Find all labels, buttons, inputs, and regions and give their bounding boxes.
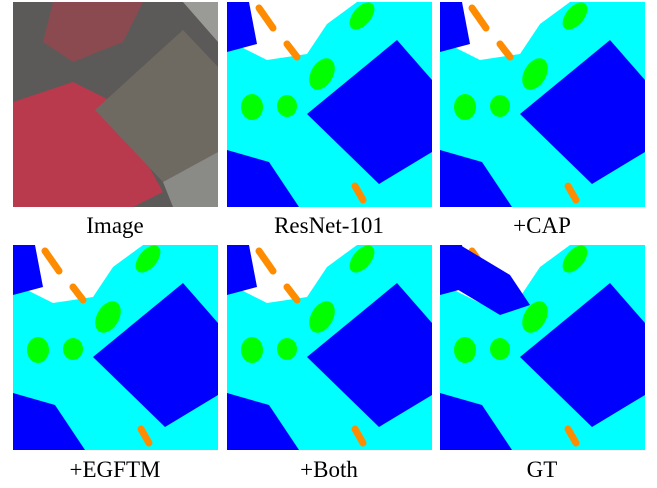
caption: ResNet-101 bbox=[274, 213, 384, 238]
segmentation-map bbox=[440, 241, 645, 450]
figure: Image ResNet-101 +CAP +EGFTM +Both GT bbox=[0, 0, 657, 488]
caption: +Both bbox=[300, 457, 358, 482]
caption: GT bbox=[527, 457, 558, 482]
caption: +CAP bbox=[513, 213, 571, 238]
segmentation-map bbox=[13, 241, 218, 450]
segmentation-map bbox=[227, 0, 432, 207]
caption: +EGFTM bbox=[70, 457, 161, 482]
caption: Image bbox=[86, 213, 143, 238]
segmentation-map bbox=[440, 0, 645, 207]
segmentation-map bbox=[227, 241, 432, 450]
aerial-image bbox=[13, 2, 218, 207]
